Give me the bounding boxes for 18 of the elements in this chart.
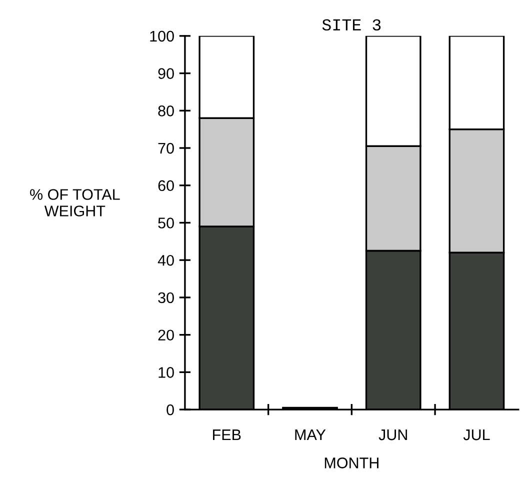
- y-tick-label: 50: [158, 218, 174, 228]
- y-tick-label: 70: [158, 142, 174, 154]
- y-tick-label: 60: [158, 180, 174, 192]
- y-tick-label: 80: [158, 106, 174, 116]
- y-axis-title: % OF TOTAL WEIGHT: [30, 189, 120, 216]
- y-tick-label: 0: [166, 404, 174, 416]
- y-tick-label: 20: [158, 330, 174, 341]
- y-tick-label: 40: [158, 254, 174, 266]
- x-tick-label: JUL: [463, 430, 490, 440]
- x-tick-label: FEB: [213, 430, 241, 440]
- y-tick-label: 10: [158, 367, 174, 378]
- x-tick-label: MAY: [295, 430, 326, 440]
- y-tick-label: 100: [150, 30, 174, 42]
- x-axis-title: MONTH: [324, 458, 378, 468]
- y-tick-label: 30: [158, 292, 174, 304]
- chart-title: SITE 3: [322, 19, 381, 31]
- x-tick-label: JUN: [378, 430, 407, 440]
- y-tick-label: 90: [158, 68, 174, 79]
